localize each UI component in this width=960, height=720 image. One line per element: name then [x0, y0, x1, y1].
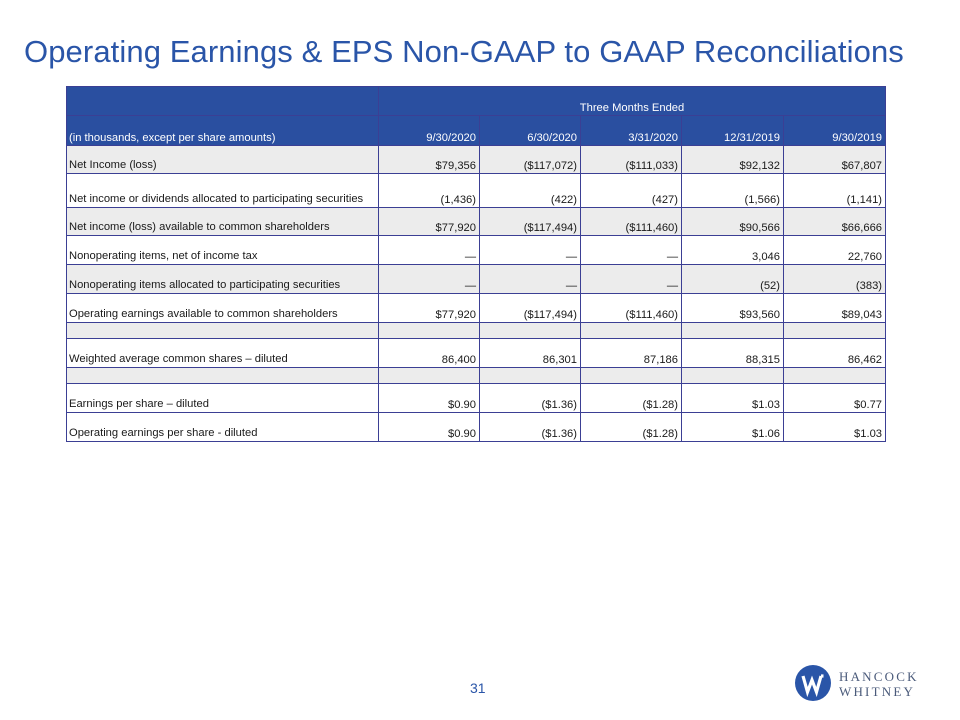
table-cell: $0.90 [378, 412, 480, 442]
table-cell: (427) [580, 173, 682, 208]
row-label: Net income (loss) available to common sh… [66, 207, 379, 236]
row-label: Earnings per share – diluted [66, 383, 379, 413]
table-cell: — [580, 235, 682, 265]
table-cell: 86,462 [782, 338, 887, 368]
table-cell: — [378, 235, 480, 265]
table-cell: ($111,460) [580, 293, 682, 323]
row-label: Operating earnings available to common s… [66, 293, 379, 323]
table-cell: $66,666 [782, 207, 887, 236]
period-header: Three Months Ended [377, 86, 887, 116]
table-cell: (1,141) [782, 173, 887, 208]
column-header: 6/30/2020 [479, 115, 581, 146]
table-row: Net income (loss) available to common sh… [66, 207, 887, 236]
table-cell: $0.90 [378, 383, 480, 413]
table-cell: ($111,460) [580, 207, 682, 236]
column-header: 3/31/2020 [580, 115, 682, 146]
table-row: Nonoperating items, net of income tax — … [66, 235, 887, 265]
table-cell: $67,807 [782, 145, 887, 174]
table-cell: ($1.36) [479, 412, 581, 442]
table-cell: 86,301 [479, 338, 581, 368]
table-cell: 87,186 [580, 338, 682, 368]
table-cell: — [479, 235, 581, 265]
row-label: Weighted average common shares – diluted [66, 338, 379, 368]
column-header: 9/30/2020 [378, 115, 480, 146]
table-cell: — [479, 264, 581, 294]
table-cell: $77,920 [378, 293, 480, 323]
table-cell: ($117,072) [479, 145, 581, 174]
table-cell: ($1.28) [580, 412, 682, 442]
row-label: Net income or dividends allocated to par… [66, 173, 379, 208]
table-row: Earnings per share – diluted $0.90 ($1.3… [66, 383, 887, 413]
table-row: Nonoperating items allocated to particip… [66, 264, 887, 294]
page-number: 31 [470, 680, 486, 696]
table-cell: 22,760 [782, 235, 887, 265]
table-cell: $77,920 [378, 207, 480, 236]
table-cell: $79,356 [378, 145, 480, 174]
table-cell: 88,315 [681, 338, 784, 368]
table-row: Operating earnings available to common s… [66, 293, 887, 323]
table-cell: (383) [782, 264, 887, 294]
table-cell: $90,566 [681, 207, 784, 236]
table-cell: ($117,494) [479, 293, 581, 323]
table-cell: $1.06 [681, 412, 784, 442]
table-cell: 3,046 [681, 235, 784, 265]
table-cell: ($117,494) [479, 207, 581, 236]
table-cell: — [580, 264, 682, 294]
table-cell: $89,043 [782, 293, 887, 323]
table-cell: (1,566) [681, 173, 784, 208]
row-label: Nonoperating items, net of income tax [66, 235, 379, 265]
table-row: Operating earnings per share - diluted $… [66, 412, 887, 442]
table-cell: $92,132 [681, 145, 784, 174]
header-blank-cell [66, 86, 379, 116]
row-label: Nonoperating items allocated to particip… [66, 264, 379, 294]
row-label: Net Income (loss) [66, 145, 379, 174]
column-header-row: (in thousands, except per share amounts)… [66, 115, 887, 146]
table-cell: $93,560 [681, 293, 784, 323]
table-cell: ($1.36) [479, 383, 581, 413]
table-header-row: Three Months Ended [66, 86, 887, 116]
table-cell: 86,400 [378, 338, 480, 368]
table-row: Net Income (loss) $79,356 ($117,072) ($1… [66, 145, 887, 174]
spacer-row [66, 322, 887, 339]
table-cell: (52) [681, 264, 784, 294]
logo-text-line1: HANCOCK [839, 669, 919, 684]
spacer-row [66, 367, 887, 384]
reconciliation-table: Three Months Ended (in thousands, except… [66, 86, 887, 442]
label-column-header: (in thousands, except per share amounts) [66, 115, 379, 146]
table-cell: ($111,033) [580, 145, 682, 174]
logo-text-line2: WHITNEY [839, 684, 916, 699]
table-cell: $1.03 [681, 383, 784, 413]
table-cell: $1.03 [782, 412, 887, 442]
table-cell: — [378, 264, 480, 294]
table-row: Weighted average common shares – diluted… [66, 338, 887, 368]
table-cell: (422) [479, 173, 581, 208]
table-cell: $0.77 [782, 383, 887, 413]
page-title: Operating Earnings & EPS Non-GAAP to GAA… [24, 34, 904, 69]
table-cell: ($1.28) [580, 383, 682, 413]
hancock-whitney-logo-icon [795, 665, 831, 701]
column-header: 12/31/2019 [681, 115, 784, 146]
table-cell: (1,436) [378, 173, 480, 208]
table-row: Net income or dividends allocated to par… [66, 173, 887, 208]
row-label: Operating earnings per share - diluted [66, 412, 379, 442]
column-header: 9/30/2019 [782, 115, 887, 146]
